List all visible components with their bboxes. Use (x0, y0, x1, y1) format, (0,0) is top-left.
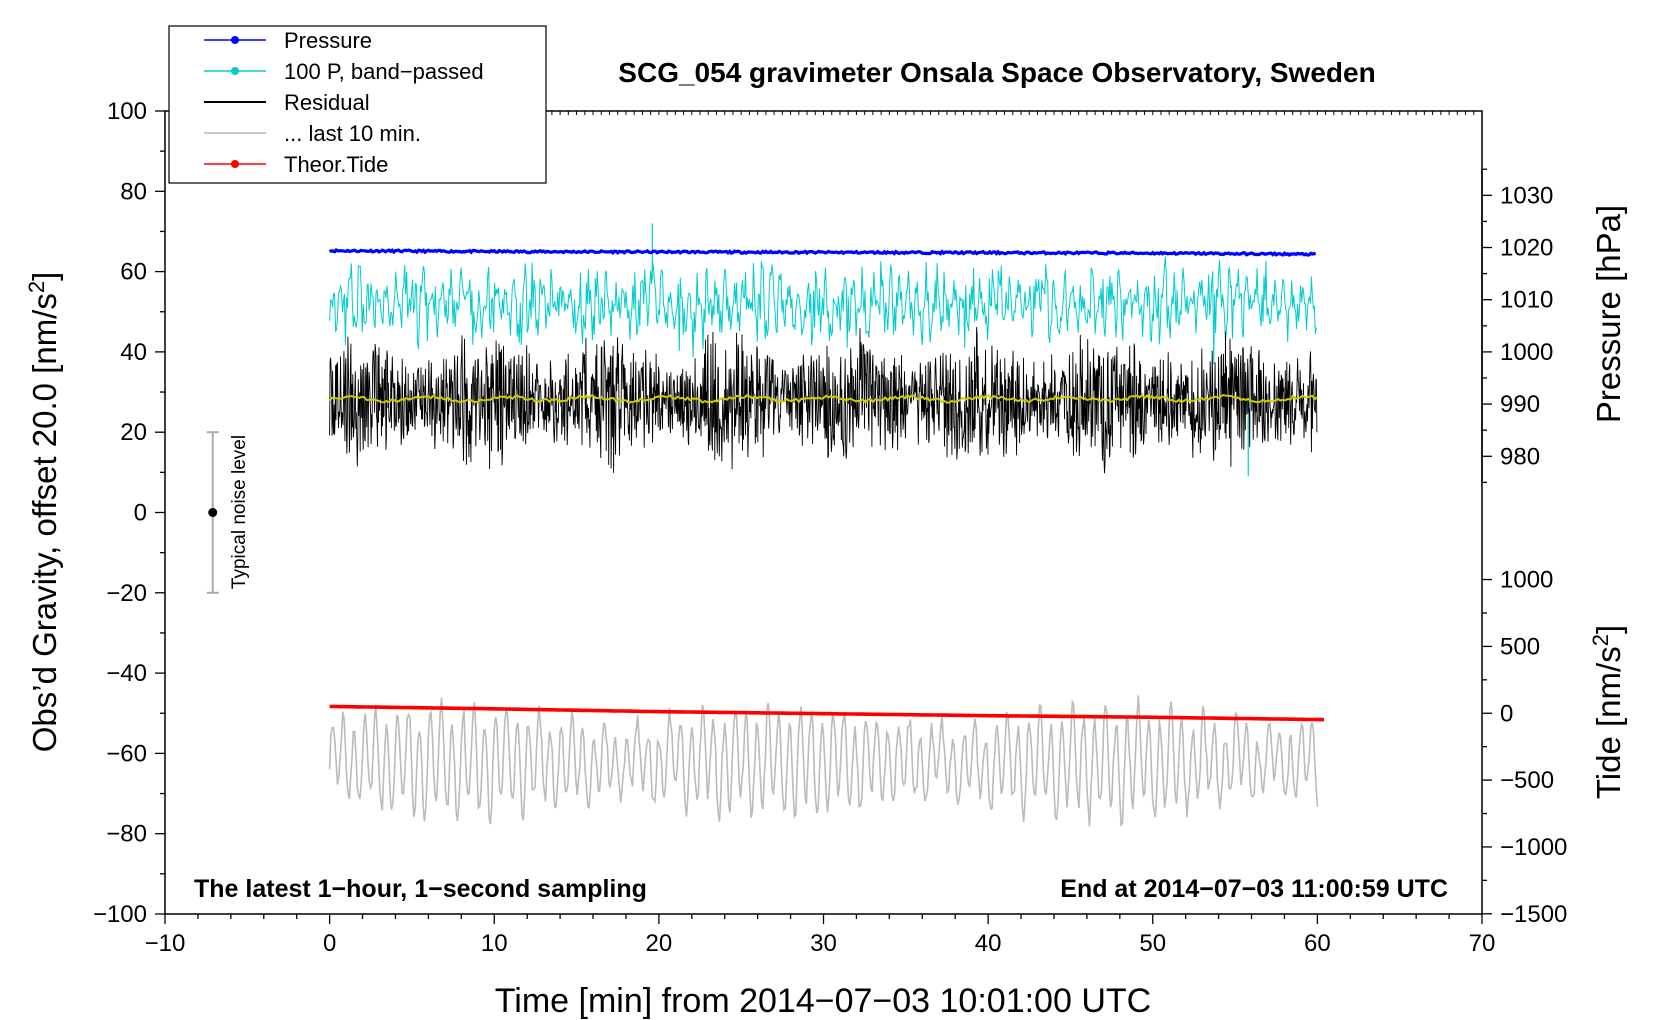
noise-bar-center (208, 508, 218, 517)
noise-bar (206, 431, 219, 594)
pressure-axis-ticks: 980 990 1000 1010 1020 1030 (1481, 168, 1553, 484)
x-tick-label: 10 (481, 930, 508, 957)
legend-label: Theor.Tide (284, 152, 388, 177)
tide-axis-label: Tide [nm/s2] (1588, 625, 1627, 799)
legend-marker (231, 160, 239, 168)
annotation-bottom-right: End at 2014−07−03 11:00:59 UTC (1060, 875, 1448, 903)
y-tick-label: −40 (106, 660, 147, 687)
y-tick-label: 80 (120, 178, 147, 205)
residual-series (329, 327, 1318, 474)
y-tick-label: −80 (106, 821, 147, 848)
theor-tide-line (329, 704, 1325, 722)
residual-smoothed-series (328, 393, 1319, 405)
pressure-axis-label: Pressure [hPa] (1590, 205, 1627, 423)
pressure-tick-label: 1030 (1500, 182, 1553, 209)
tide-tick-label: −500 (1500, 767, 1554, 794)
legend-label: Pressure (284, 28, 372, 53)
legend-box (168, 25, 547, 184)
x-tick-label: 30 (810, 930, 837, 957)
legend-label: ... last 10 min. (284, 121, 421, 146)
bandpassed-line (329, 256, 1317, 365)
y-tick-label: −100 (93, 901, 147, 928)
x-axis-label: Time [min] from 2014−07−03 10:01:00 UTC (495, 982, 1151, 1020)
y-tick-label: −60 (106, 740, 147, 767)
y-axis-ticks: −100 −80 −60 −40 −20 0 20 40 60 80 100 (93, 98, 165, 928)
legend-label: 100 P, band−passed (284, 59, 484, 84)
annotation-bottom-left: The latest 1−hour, 1−second sampling (194, 875, 647, 903)
pressure-tick-label: 1020 (1500, 235, 1553, 262)
legend-marker (231, 36, 239, 44)
legend-label: Residual (284, 90, 370, 115)
x-tick-label: 70 (1469, 930, 1496, 957)
x-tick-label: 20 (646, 930, 673, 957)
legend: Pressure 100 P, band−passed Residual ... la… (168, 25, 547, 184)
y-tick-label: 60 (120, 259, 147, 286)
y-tick-label: 100 (107, 98, 147, 125)
legend-marker (231, 67, 239, 75)
residual-line (329, 327, 1318, 474)
x-axis-ticks: −10 0 10 20 30 40 50 60 70 (145, 111, 1496, 957)
y-axis-label: Obs’d Gravity, offset 20.0 [nm/s2] (24, 272, 63, 753)
pressure-tick-label: 990 (1500, 391, 1540, 418)
pressure-tick-label: 980 (1500, 443, 1540, 470)
y-tick-label: −20 (106, 580, 147, 607)
tide-tick-label: −1000 (1500, 834, 1567, 861)
chart-title: SCG_054 gravimeter Onsala Space Observat… (618, 57, 1375, 88)
y-tick-label: 40 (120, 339, 147, 366)
pressure-line (328, 248, 1316, 257)
pressure-tick-label: 1000 (1500, 339, 1553, 366)
pressure-series (328, 248, 1316, 257)
residual-smoothed-line (328, 393, 1319, 405)
y-tick-label: 0 (134, 500, 147, 527)
tide-tick-label: 500 (1500, 633, 1540, 660)
y-tick-label: 20 (120, 419, 147, 446)
x-tick-label: −10 (145, 930, 186, 957)
last-10-min-series (328, 695, 1319, 827)
last-10-min-line (328, 695, 1319, 827)
tide-tick-label: −1500 (1500, 901, 1567, 928)
x-tick-label: 0 (323, 930, 336, 957)
tide-tick-label: 1000 (1500, 567, 1553, 594)
x-tick-label: 40 (975, 930, 1002, 957)
theor-tide-series (329, 704, 1325, 722)
x-tick-label: 60 (1304, 930, 1331, 957)
tide-axis-ticks: −1500 −1000 −500 0 500 1000 (1482, 567, 1567, 928)
noise-bar-label: Typical noise level (229, 435, 250, 589)
pressure-tick-label: 1010 (1500, 287, 1553, 314)
x-tick-label: 50 (1139, 930, 1166, 957)
tide-tick-label: 0 (1500, 700, 1513, 727)
